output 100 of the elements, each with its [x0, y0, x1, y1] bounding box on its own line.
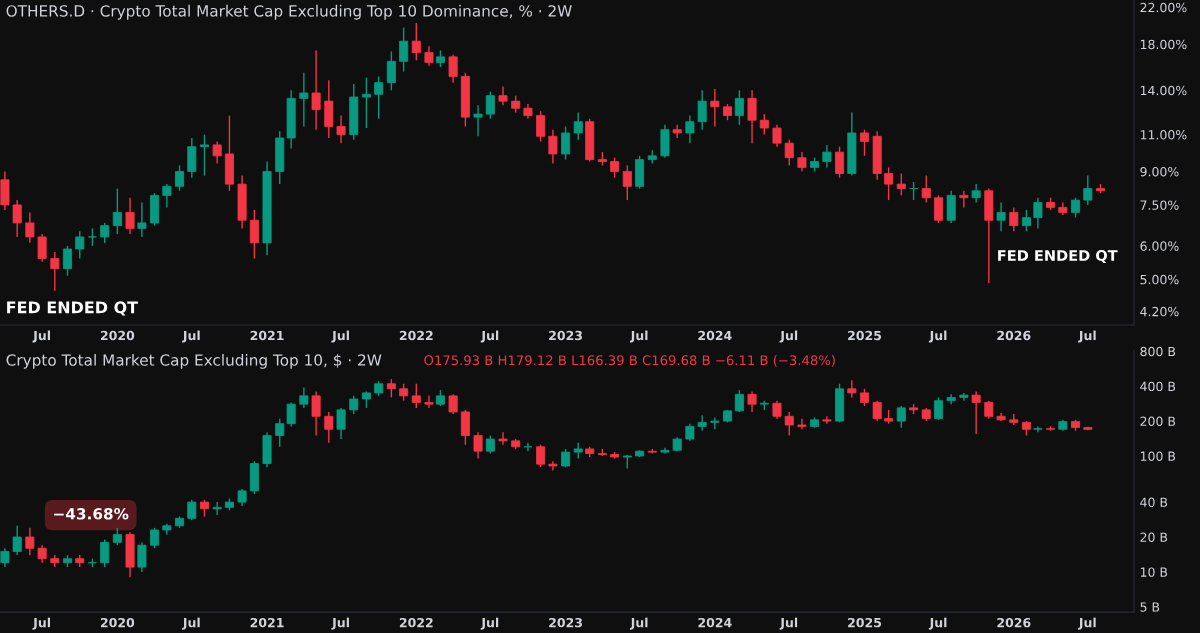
candlestick [1033, 425, 1043, 434]
candlestick [697, 414, 707, 432]
annotation: O175.93 B H179.12 B L166.39 B C169.68 B −6.11 B (−3.48%) [424, 355, 835, 367]
x-tick-label: 2022 [399, 617, 433, 628]
candlestick [100, 222, 110, 244]
y-tick-label: 5.00% [1140, 274, 1179, 285]
x-tick-label: 2023 [549, 330, 582, 341]
candlestick [548, 128, 558, 165]
candlestick [734, 89, 744, 126]
candlestick [822, 415, 832, 425]
candlestick [311, 390, 321, 437]
candlestick [286, 401, 296, 428]
candlestick [299, 386, 309, 409]
candlestick [536, 444, 546, 468]
candlestick [847, 379, 857, 399]
candlestick [212, 140, 222, 165]
candlestick [411, 383, 421, 409]
x-tick-label: 2025 [848, 330, 882, 341]
candlestick [125, 197, 135, 235]
candlestick [1083, 174, 1093, 206]
candlestick [349, 395, 359, 415]
candlestick [485, 90, 495, 120]
candlestick [784, 411, 794, 437]
candlestick [100, 538, 110, 568]
candlestick [336, 114, 346, 144]
candlestick [399, 26, 409, 73]
candlestick [311, 49, 321, 131]
candlestick [747, 390, 757, 413]
candlestick [610, 157, 620, 179]
x-tick-label: 2024 [698, 617, 732, 628]
annotation: −43.68% [54, 508, 129, 520]
candlestick [424, 395, 434, 409]
candlestick [275, 417, 285, 448]
candlestick [860, 128, 870, 157]
y-tick-label: 20 B [1140, 532, 1168, 542]
candlestick [710, 416, 720, 430]
x-tick-label: Jul [32, 617, 50, 630]
x-tick-label: Jul [779, 330, 798, 343]
candlestick [50, 251, 60, 292]
candlestick [734, 389, 744, 413]
x-tick-label: Jul [480, 617, 499, 630]
candlestick [1071, 197, 1081, 219]
x-tick-label: 2022 [399, 330, 433, 341]
candlestick [797, 417, 807, 430]
candlestick [622, 164, 632, 201]
candlestick [896, 405, 906, 429]
candlestick [411, 22, 421, 61]
y-tick-label: 800 B [1140, 346, 1176, 357]
candlestick [822, 144, 832, 169]
y-tick-label: 11.00% [1140, 130, 1187, 140]
x-tick-label: 2020 [100, 617, 135, 628]
y-tick-label: 6.00% [1140, 241, 1179, 251]
y-tick-label: 14.00% [1140, 85, 1187, 96]
x-tick-label: 2026 [997, 617, 1031, 628]
candlestick [934, 194, 944, 224]
candlestick [212, 501, 222, 516]
candlestick [249, 209, 259, 260]
x-tick-label: Jul [1078, 330, 1096, 343]
candlestick [25, 211, 35, 244]
candlestick [187, 498, 197, 521]
y-tick-label: 22.00% [1140, 2, 1187, 13]
candlestick [199, 133, 209, 177]
candlestick [12, 199, 22, 238]
x-tick-label: Jul [182, 617, 200, 630]
candlestick [361, 76, 371, 129]
candlestick [1021, 209, 1031, 232]
candlestick [971, 183, 981, 204]
candlestick [299, 72, 309, 128]
candlestick [137, 201, 147, 238]
annotation: FED ENDED QT [998, 249, 1118, 263]
candlestick [772, 124, 782, 148]
candlestick [536, 110, 546, 143]
y-tick-label: 9.00% [1140, 166, 1179, 177]
x-tick-label: Jul [1078, 617, 1096, 630]
candlestick [921, 174, 931, 204]
candlestick [934, 396, 944, 421]
candlestick [959, 190, 969, 209]
candlestick [336, 407, 346, 440]
candlestick [448, 54, 458, 84]
y-tick-label: 4.20% [1140, 306, 1179, 317]
x-tick-label: 2021 [250, 330, 284, 341]
candlestick [896, 172, 906, 197]
x-tick-label: 2023 [549, 617, 582, 628]
y-tick-label: 7.50% [1140, 200, 1179, 210]
candlestick [424, 45, 434, 67]
y-tick-label: 100 B [1140, 451, 1176, 461]
x-tick-label: Jul [629, 330, 648, 343]
candlestick [685, 114, 695, 144]
candlestick [498, 431, 508, 446]
candlestick [784, 138, 794, 167]
x-tick-label: Jul [331, 330, 349, 343]
candlestick [759, 113, 769, 136]
candlestick [112, 187, 122, 235]
y-tick-label: 18.00% [1140, 39, 1187, 50]
candlestick [797, 151, 807, 173]
candlestick [460, 409, 470, 446]
candlestick [473, 104, 483, 137]
candlestick [747, 89, 757, 144]
x-tick-label: 2020 [100, 330, 135, 341]
x-tick-label: Jul [629, 617, 648, 630]
